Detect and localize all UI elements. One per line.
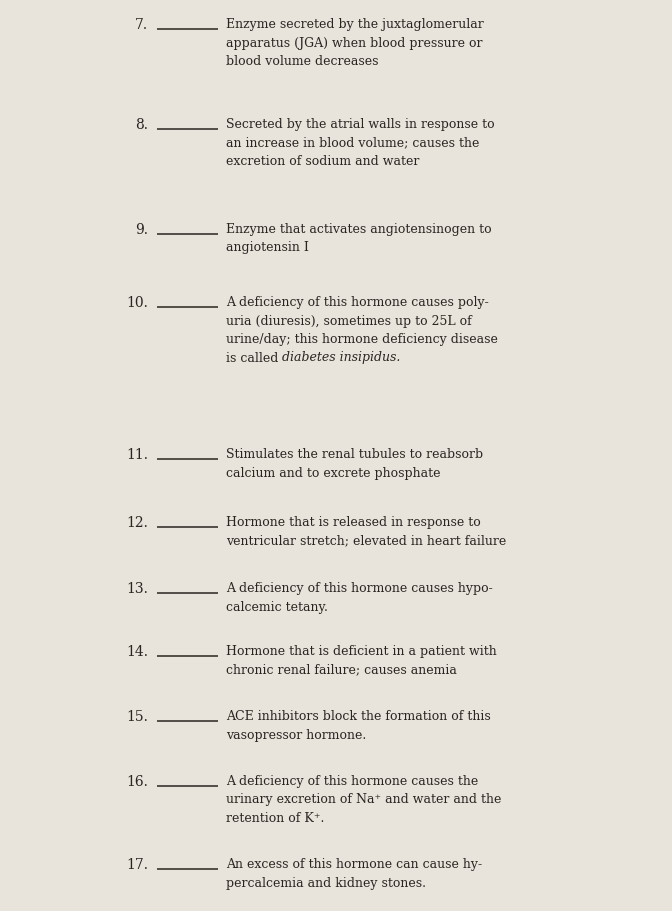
Text: angiotensin I: angiotensin I [226,241,309,254]
Text: is called: is called [226,351,282,364]
Text: Enzyme that activates angiotensinogen to: Enzyme that activates angiotensinogen to [226,223,492,236]
Text: ventricular stretch; elevated in heart failure: ventricular stretch; elevated in heart f… [226,534,506,547]
Text: 15.: 15. [126,710,148,723]
Text: Hormone that is released in response to: Hormone that is released in response to [226,516,480,528]
Text: vasopressor hormone.: vasopressor hormone. [226,728,366,741]
Text: 12.: 12. [126,516,148,529]
Text: 8.: 8. [135,118,148,132]
Text: Stimulates the renal tubules to reabsorb: Stimulates the renal tubules to reabsorb [226,447,483,460]
Text: retention of K⁺.: retention of K⁺. [226,811,325,824]
Text: 11.: 11. [126,447,148,462]
Text: uria (diuresis), sometimes up to 25L of: uria (diuresis), sometimes up to 25L of [226,314,472,327]
Text: 14.: 14. [126,644,148,659]
Text: ACE inhibitors block the formation of this: ACE inhibitors block the formation of th… [226,710,491,722]
Text: calcemic tetany.: calcemic tetany. [226,599,328,613]
Text: A deficiency of this hormone causes poly-: A deficiency of this hormone causes poly… [226,296,489,309]
Text: Secreted by the atrial walls in response to: Secreted by the atrial walls in response… [226,118,495,131]
Text: blood volume decreases: blood volume decreases [226,55,378,68]
Text: A deficiency of this hormone causes the: A deficiency of this hormone causes the [226,774,478,787]
Text: Hormone that is deficient in a patient with: Hormone that is deficient in a patient w… [226,644,497,657]
Text: an increase in blood volume; causes the: an increase in blood volume; causes the [226,137,479,149]
Text: 17.: 17. [126,857,148,871]
Text: urine/day; this hormone deficiency disease: urine/day; this hormone deficiency disea… [226,333,498,345]
Text: An excess of this hormone can cause hy-: An excess of this hormone can cause hy- [226,857,482,870]
Text: apparatus (JGA) when blood pressure or: apparatus (JGA) when blood pressure or [226,36,482,49]
Text: 10.: 10. [126,296,148,310]
Text: 13.: 13. [126,581,148,596]
Text: calcium and to excrete phosphate: calcium and to excrete phosphate [226,466,441,479]
Text: chronic renal failure; causes anemia: chronic renal failure; causes anemia [226,663,457,676]
Text: diabetes insipidus.: diabetes insipidus. [282,351,401,364]
Text: percalcemia and kidney stones.: percalcemia and kidney stones. [226,875,426,888]
Text: A deficiency of this hormone causes hypo-: A deficiency of this hormone causes hypo… [226,581,493,594]
Text: excretion of sodium and water: excretion of sodium and water [226,155,419,168]
Text: urinary excretion of Na⁺ and water and the: urinary excretion of Na⁺ and water and t… [226,793,501,805]
Text: 9.: 9. [135,223,148,237]
Text: 7.: 7. [135,18,148,32]
Text: 16.: 16. [126,774,148,788]
Text: Enzyme secreted by the juxtaglomerular: Enzyme secreted by the juxtaglomerular [226,18,484,31]
